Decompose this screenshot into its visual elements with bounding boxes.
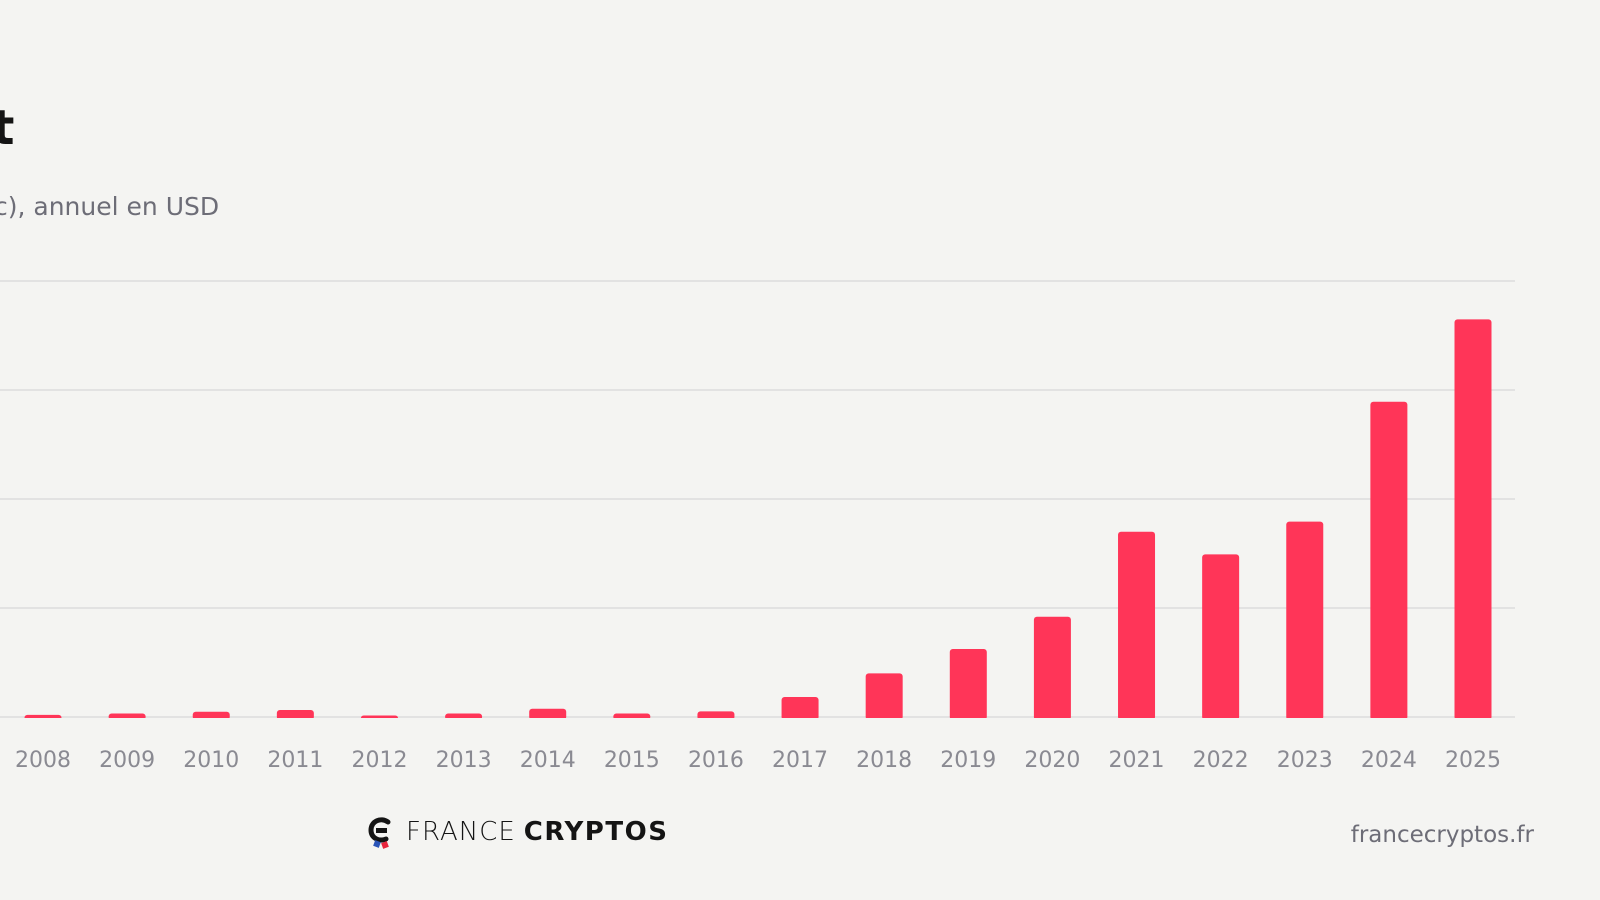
brand-word-france: FRANCE bbox=[406, 817, 516, 847]
bar-chart: 2008 2009 2010 2011 2012 2013 2014 2015 2016 2017… bbox=[0, 280, 1560, 773]
bar-2016 bbox=[697, 711, 735, 720]
bar-2020 bbox=[1033, 616, 1071, 720]
x-tick-label-2008: 2008 bbox=[15, 748, 71, 773]
x-tick-label-2011: 2011 bbox=[267, 748, 323, 773]
x-tick-label-2015: 2015 bbox=[604, 748, 660, 773]
chart-subtitle: c), annuel en USD bbox=[0, 192, 220, 221]
bar-2023 bbox=[1286, 521, 1324, 720]
x-tick-label-2020: 2020 bbox=[1024, 748, 1080, 773]
chart-title: et bbox=[0, 100, 14, 156]
bar-2019 bbox=[949, 648, 987, 720]
x-tick-label-2021: 2021 bbox=[1109, 748, 1165, 773]
x-tick-label-2024: 2024 bbox=[1361, 748, 1417, 773]
bars bbox=[0, 319, 1560, 722]
x-tick-label-2009: 2009 bbox=[99, 748, 155, 773]
x-tick-label-2022: 2022 bbox=[1193, 748, 1249, 773]
x-tick-label-2014: 2014 bbox=[520, 748, 576, 773]
x-tick-label-2010: 2010 bbox=[183, 748, 239, 773]
x-tick-label-2017: 2017 bbox=[772, 748, 828, 773]
bar-2021 bbox=[1118, 531, 1156, 720]
bar-2014 bbox=[529, 708, 567, 720]
x-tick-label-2013: 2013 bbox=[436, 748, 492, 773]
brand-logo-icon bbox=[368, 817, 391, 849]
x-tick-label-2019: 2019 bbox=[940, 748, 996, 773]
brand-word-cryptos: CRYPTOS bbox=[523, 817, 669, 847]
bar-2024 bbox=[1370, 401, 1408, 720]
bar-2010 bbox=[192, 711, 230, 720]
x-axis-labels: 2008 2009 2010 2011 2012 2013 2014 2015 2016 2017… bbox=[15, 748, 1501, 773]
bar-2018 bbox=[865, 673, 903, 720]
x-tick-label-2016: 2016 bbox=[688, 748, 744, 773]
x-tick-label-2023: 2023 bbox=[1277, 748, 1333, 773]
x-tick-label-2018: 2018 bbox=[856, 748, 912, 773]
x-tick-label-2025: 2025 bbox=[1445, 748, 1501, 773]
website-link[interactable]: francecryptos.fr bbox=[1350, 822, 1534, 848]
baseline-mask bbox=[0, 718, 1560, 722]
bar-2025 bbox=[1454, 319, 1492, 720]
bar-2011 bbox=[276, 710, 314, 720]
france-cryptos-logo: FRANCE CRYPTOS bbox=[366, 812, 668, 852]
x-tick-label-2012: 2012 bbox=[351, 748, 407, 773]
bar-2017 bbox=[781, 696, 819, 720]
bar-2022 bbox=[1202, 554, 1240, 720]
gridlines bbox=[0, 280, 1515, 718]
